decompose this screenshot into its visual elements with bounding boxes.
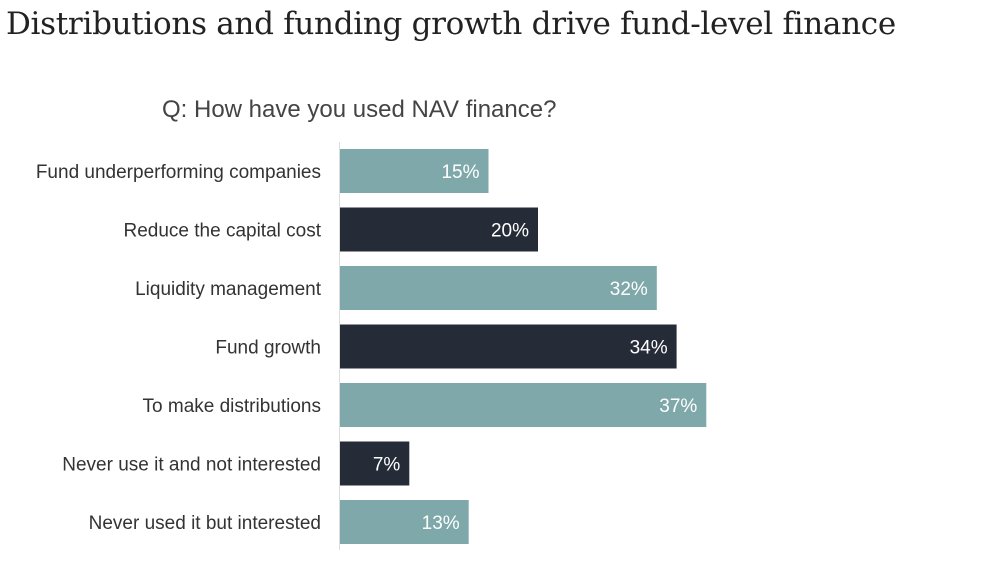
bar xyxy=(340,207,538,252)
data-label: 13% xyxy=(422,513,460,534)
bar xyxy=(340,441,410,486)
data-label: 20% xyxy=(491,221,529,242)
category-label: Liquidity management xyxy=(135,279,322,300)
bar xyxy=(340,149,489,193)
category-label: Fund underperforming companies xyxy=(36,162,321,183)
data-label: 7% xyxy=(373,455,401,476)
bar xyxy=(340,324,677,369)
category-label: Reduce the capital cost xyxy=(123,221,321,242)
category-label: Never used it but interested xyxy=(89,513,321,534)
page-title: Distributions and funding growth drive f… xyxy=(6,6,896,42)
bar xyxy=(340,500,469,544)
chart-title: Q: How have you used NAV finance? xyxy=(162,96,557,123)
data-label: 37% xyxy=(659,396,697,417)
data-label: 32% xyxy=(610,279,648,300)
bar xyxy=(340,383,707,427)
category-label: To make distributions xyxy=(143,396,321,417)
category-label: Fund growth xyxy=(215,338,321,359)
category-label: Never use it and not interested xyxy=(62,455,321,476)
data-label: 34% xyxy=(630,338,668,359)
data-label: 15% xyxy=(441,162,479,183)
bar xyxy=(340,266,657,310)
